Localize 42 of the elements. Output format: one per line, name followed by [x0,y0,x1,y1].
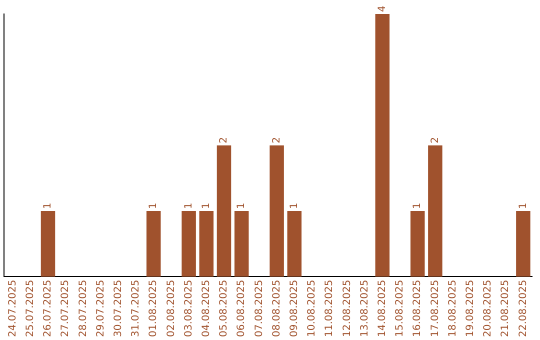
x-tick-label: 17.08.2025 [430,280,441,338]
x-tick-label: 09.08.2025 [288,280,300,338]
x-tick-label: 29.07.2025 [95,280,106,338]
x-tick-label: 12.08.2025 [342,280,353,338]
x-tick-label: 20.08.2025 [482,280,494,338]
x-tick-label: 15.08.2025 [394,280,406,338]
x-tick-label: 05.08.2025 [218,280,230,338]
data-label: 2 [271,136,282,144]
data-label: 1 [518,202,529,210]
x-tick-label: 06.08.2025 [236,280,248,338]
data-label: 1 [183,202,194,210]
x-tick-label: 25.07.2025 [24,280,36,338]
x-tick-label: 08.08.2025 [271,280,282,338]
x-tick-label: 19.08.2025 [464,280,476,338]
x-tick-label: 16.08.2025 [412,280,424,338]
x-tick-label: 10.08.2025 [306,280,318,338]
data-label: 2 [430,136,441,144]
data-label: 1 [42,202,54,210]
x-tick-label: 02.08.2025 [166,280,177,338]
data-label: 1 [288,202,300,210]
x-tick-label: 11.08.2025 [324,280,336,338]
data-label: 1 [412,202,424,210]
data-label: 4 [376,6,388,12]
x-tick-label: 03.08.2025 [183,280,194,338]
x-tick-label: 24.07.2025 [7,280,18,338]
x-tick-label: 04.08.2025 [200,280,212,338]
x-tick-label: 26.07.2025 [42,280,54,338]
x-tick-label: 27.07.2025 [60,280,72,338]
x-tick-label: 01.08.2025 [148,280,160,338]
x-tick-label: 22.08.2025 [518,280,529,338]
data-label: 1 [148,202,160,210]
x-tick-label: 21.08.2025 [500,280,512,338]
x-tick-label: 18.08.2025 [447,280,458,338]
x-tick-label: 07.08.2025 [254,280,265,338]
x-tick-label: 13.08.2025 [359,280,370,338]
x-tick-label: 31.07.2025 [130,280,142,338]
x-tick-label: 30.07.2025 [112,280,124,338]
data-label: 2 [218,136,230,144]
data-label: 1 [200,202,212,210]
x-tick-label: 14.08.2025 [376,280,388,338]
x-tick-label: 28.07.2025 [78,280,89,338]
data-label: 1 [236,202,248,210]
